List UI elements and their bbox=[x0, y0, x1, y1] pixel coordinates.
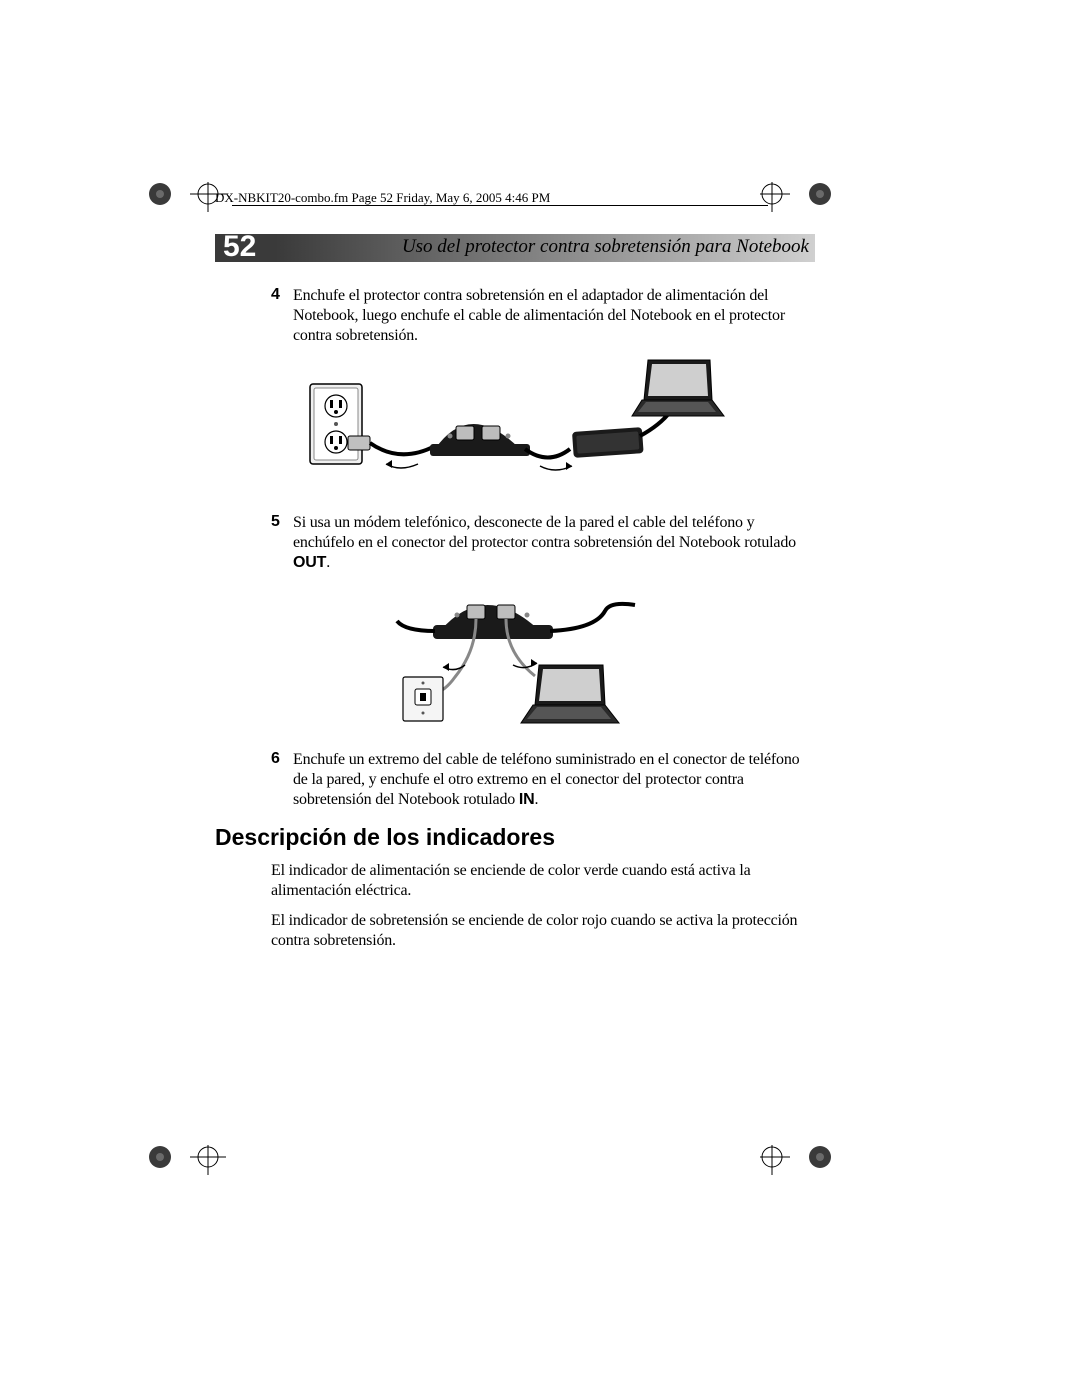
step-4: 4 Enchufe el protector contra sobretensi… bbox=[215, 286, 815, 346]
paragraph: El indicador de alimentación se enciende… bbox=[215, 861, 815, 901]
figure-2: In Out bbox=[215, 581, 815, 736]
step-text-bold: OUT bbox=[293, 554, 326, 571]
title-bar: 52 Uso del protector contra sobretensión… bbox=[215, 230, 815, 266]
page-number: 52 bbox=[223, 230, 256, 264]
step-text-bold: IN bbox=[519, 791, 535, 808]
step-text-post: . bbox=[326, 554, 330, 571]
step-text-pre: Si usa un módem telefónico, desconecte d… bbox=[293, 514, 796, 551]
label-in: In bbox=[473, 594, 480, 603]
step-text: Enchufe el protector contra sobretensión… bbox=[293, 286, 815, 346]
step-number: 5 bbox=[271, 513, 293, 573]
step-text-post: . bbox=[534, 791, 538, 808]
step-6: 6 Enchufe un extremo del cable de teléfo… bbox=[215, 750, 815, 810]
page-content: DX-NBKIT20-combo.fm Page 52 Friday, May … bbox=[215, 190, 815, 961]
chapter-title: Uso del protector contra sobretensión pa… bbox=[402, 236, 809, 258]
step-text-pre: Enchufe un extremo del cable de teléfono… bbox=[293, 751, 799, 808]
step-text: Enchufe un extremo del cable de teléfono… bbox=[293, 750, 815, 810]
label-out: Out bbox=[500, 594, 514, 603]
cropmark-bottom-right bbox=[760, 1145, 850, 1185]
step-number: 6 bbox=[271, 750, 293, 810]
step-text: Si usa un módem telefónico, desconecte d… bbox=[293, 513, 815, 573]
document-meta: DX-NBKIT20-combo.fm Page 52 Friday, May … bbox=[215, 190, 815, 206]
cropmark-bottom-left bbox=[148, 1145, 238, 1185]
section-heading: Descripción de los indicadores bbox=[215, 824, 815, 851]
paragraph: El indicador de sobretensión se enciende… bbox=[215, 911, 815, 951]
step-5: 5 Si usa un módem telefónico, desconecte… bbox=[215, 513, 815, 573]
figure-1 bbox=[215, 354, 815, 499]
step-number: 4 bbox=[271, 286, 293, 346]
